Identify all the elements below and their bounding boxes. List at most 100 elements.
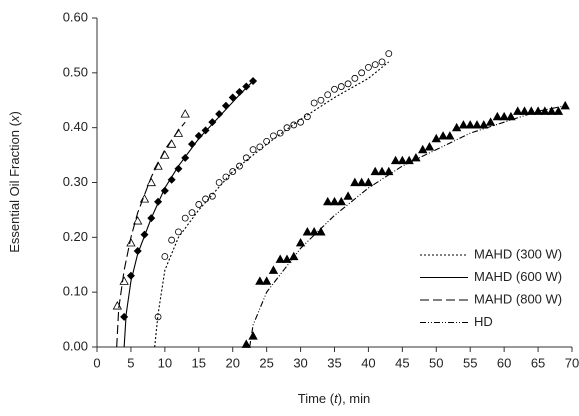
marker — [356, 177, 367, 187]
marker — [188, 140, 196, 149]
y-label-part: x — [7, 115, 22, 123]
legend-label: HD — [474, 314, 493, 329]
marker — [255, 276, 265, 285]
y-tick-label: 0.60 — [63, 9, 88, 24]
marker — [215, 179, 223, 186]
marker — [546, 106, 557, 115]
x-label-part: t — [334, 391, 339, 406]
marker — [492, 111, 503, 121]
x-tick-label: 50 — [429, 355, 443, 370]
marker — [161, 253, 169, 260]
marker — [228, 93, 237, 102]
marker — [146, 177, 156, 187]
marker — [175, 228, 182, 236]
marker — [242, 82, 251, 91]
marker — [181, 214, 189, 222]
marker — [289, 251, 299, 261]
marker — [270, 132, 277, 140]
marker — [553, 106, 564, 115]
x-tick-label: 25 — [259, 355, 273, 370]
marker — [513, 106, 523, 115]
x-label-part: Time ( — [298, 391, 335, 406]
x-tick-label: 20 — [225, 355, 239, 370]
marker — [215, 109, 224, 118]
marker — [458, 120, 469, 129]
x-tick-label: 15 — [192, 355, 206, 370]
fit-line — [154, 61, 390, 348]
marker — [560, 100, 570, 110]
marker — [188, 209, 196, 217]
marker — [263, 137, 271, 145]
fit-line — [249, 105, 566, 348]
x-axis-label: Time (t), min — [298, 391, 370, 406]
x-tick-label: 60 — [497, 355, 511, 370]
marker — [343, 191, 353, 200]
y-axis-label: Essential Oil Fraction (x) — [7, 111, 22, 253]
marker — [418, 144, 428, 154]
x-tick-label: 70 — [565, 355, 579, 370]
marker — [337, 83, 345, 90]
x-tick-label: 65 — [531, 355, 545, 370]
marker — [365, 63, 372, 71]
y-label-part: ) — [7, 111, 22, 115]
y-tick-label: 0.00 — [63, 338, 88, 353]
marker — [479, 120, 489, 129]
marker — [167, 175, 176, 184]
marker — [526, 106, 536, 115]
marker — [397, 155, 408, 165]
marker — [451, 122, 462, 132]
marker — [297, 118, 304, 126]
marker — [358, 69, 366, 77]
marker — [506, 111, 516, 121]
marker — [168, 236, 176, 244]
marker — [431, 133, 441, 143]
marker — [180, 109, 190, 118]
marker — [268, 265, 279, 274]
y-tick-label: 0.40 — [63, 119, 88, 134]
marker — [519, 106, 530, 115]
marker — [126, 271, 135, 280]
x-tick-label: 5 — [127, 355, 134, 370]
marker — [283, 124, 291, 132]
x-tick-label: 55 — [463, 355, 477, 370]
marker — [385, 50, 393, 58]
marker — [317, 96, 325, 104]
marker — [290, 121, 298, 129]
y-tick-label: 0.20 — [63, 229, 88, 244]
x-tick-label: 30 — [293, 355, 307, 370]
marker — [302, 227, 313, 236]
x-tick-label: 0 — [93, 355, 100, 370]
marker — [310, 99, 318, 107]
marker — [276, 129, 284, 137]
marker — [309, 227, 319, 236]
marker — [195, 201, 203, 208]
x-tick-label: 35 — [327, 355, 341, 370]
marker — [154, 197, 163, 206]
x-tick-label: 45 — [395, 355, 409, 370]
fit-line — [116, 121, 186, 348]
marker — [445, 131, 455, 140]
legend-label: MAHD (800 W) — [474, 291, 562, 306]
marker — [241, 339, 251, 348]
marker — [112, 301, 123, 310]
x-label-part: ), min — [338, 391, 371, 406]
marker — [316, 227, 326, 236]
marker — [411, 153, 421, 162]
marker — [472, 120, 482, 129]
marker — [324, 91, 332, 99]
marker — [485, 117, 496, 126]
marker — [336, 196, 346, 206]
marker — [424, 142, 435, 151]
marker — [540, 106, 550, 115]
y-label-part: Essential Oil Fraction ( — [7, 121, 22, 252]
marker — [323, 196, 333, 206]
y-tick-label: 0.50 — [63, 64, 88, 79]
marker — [499, 111, 509, 121]
marker — [329, 196, 340, 206]
marker — [371, 61, 379, 69]
marker — [295, 237, 306, 247]
marker — [261, 276, 272, 285]
marker — [275, 254, 285, 263]
marker — [248, 331, 258, 340]
